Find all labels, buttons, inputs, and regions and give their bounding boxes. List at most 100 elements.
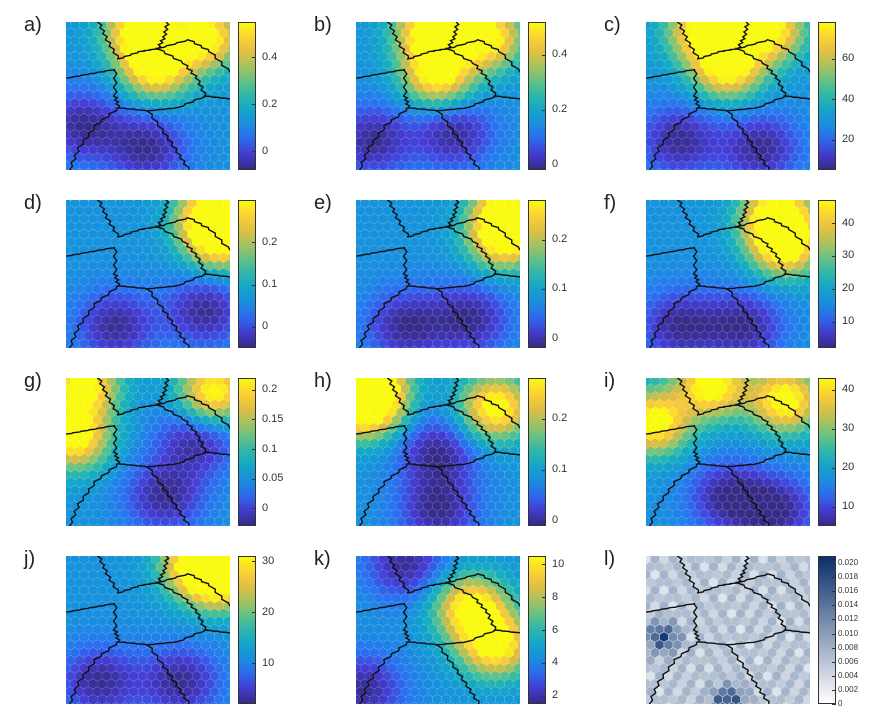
cluster-boundary (696, 47, 787, 97)
colorbar-tick-label: 40 (842, 383, 855, 396)
cluster-boundary (112, 246, 121, 287)
panel-d: d) 0.2 0.1 0 (0, 178, 290, 358)
colorbar-tickmark (832, 321, 836, 323)
hex-cell (219, 701, 228, 704)
colorbar-tickmark (542, 288, 546, 290)
colorbar-tickmark (252, 151, 256, 153)
colorbar-tick-label: 20 (842, 461, 855, 474)
cluster-boundary (358, 107, 408, 170)
hex-cell (709, 523, 718, 526)
hex-cell (781, 523, 790, 526)
cluster-boundary (783, 95, 810, 100)
hex-cell (664, 167, 673, 170)
cluster-boundary (446, 39, 520, 73)
hex-cell (727, 523, 736, 526)
colorbar-tick-label: 40 (842, 216, 855, 229)
hex-cell (745, 345, 754, 348)
som-map (356, 22, 520, 170)
hex-cell (455, 345, 464, 348)
hex-cell (365, 345, 374, 348)
hex-cell (410, 345, 419, 348)
hex-cell (192, 701, 201, 704)
cluster-boundary (493, 95, 520, 100)
hex-cell (509, 701, 518, 704)
hex-cell (446, 523, 455, 526)
cluster-boundary (356, 602, 406, 613)
hex-cell (718, 523, 727, 526)
hex-cell (500, 701, 509, 704)
colorbar-tick-label: 0.2 (552, 412, 568, 425)
hex-cell (75, 345, 84, 348)
cluster-boundary (406, 581, 497, 631)
hex-cell (808, 169, 810, 170)
hex-cell (102, 167, 111, 170)
hex-cell (428, 167, 437, 170)
hex-cell (165, 167, 174, 170)
hex-cell (682, 345, 691, 348)
cluster-boundary (356, 68, 406, 79)
cluster-boundary (116, 451, 206, 468)
cluster-boundary (146, 110, 190, 170)
hex-cell (491, 167, 500, 170)
panel-a: a) 0.4 0.2 0 (0, 0, 290, 180)
cluster-boundary (783, 451, 810, 456)
cluster-boundary (116, 629, 206, 646)
hex-cell (219, 345, 228, 348)
cluster-boundary (406, 225, 497, 275)
hex-cell (138, 167, 147, 170)
panel-e: e) 0.2 0.1 0 (290, 178, 580, 358)
hex-cell (174, 523, 183, 526)
som-map (66, 200, 230, 348)
cluster-boundary (66, 424, 116, 435)
colorbar-tick-label: 0 (262, 501, 269, 514)
hex-cell (156, 701, 165, 704)
cluster-boundary (726, 466, 770, 526)
colorbar-tick-label: 20 (842, 282, 855, 295)
hex-cell (138, 345, 147, 348)
hex-cell (93, 345, 102, 348)
colorbar-tickmark (252, 663, 256, 665)
hex-cell (228, 347, 230, 348)
colorbar-tick-label: 8 (552, 590, 559, 603)
hex-grid (356, 556, 520, 704)
colorbar-tickmark (832, 99, 836, 100)
colorbar-tickmark (832, 223, 836, 224)
cluster-boundary (156, 217, 230, 251)
cluster-boundary (646, 68, 696, 79)
colorbar-tickmark (832, 506, 836, 508)
colorbar-tick-label: 0 (552, 514, 559, 527)
hex-cell (419, 701, 428, 704)
hex-cell (210, 167, 219, 170)
hex-cell (84, 167, 93, 170)
som-map (646, 22, 810, 170)
hex-cell (664, 345, 673, 348)
hex-cell (709, 167, 718, 170)
hex-cell (464, 345, 473, 348)
cluster-boundary (436, 466, 480, 526)
hex-cell (419, 167, 428, 170)
colorbar-tick-label: 0.4 (552, 48, 568, 61)
cluster-boundary (446, 217, 520, 251)
cluster-boundary (156, 39, 230, 73)
cluster-boundary (402, 424, 411, 465)
hex-cell (84, 345, 93, 348)
colorbar-tickmark (252, 478, 256, 480)
cluster-boundary (696, 95, 786, 112)
cluster-boundary (696, 225, 787, 275)
panel-c: c) 60 40 20 (580, 0, 870, 180)
hex-cell (446, 701, 455, 704)
hex-cell (383, 167, 392, 170)
colorbar-tick-label: 2 (552, 689, 559, 702)
hex-cell (165, 345, 174, 348)
colorbar-tickmark (542, 54, 546, 56)
cluster-boundary (406, 95, 496, 112)
hex-cell (201, 523, 210, 526)
cluster-boundary (783, 273, 810, 278)
cluster-boundary (203, 95, 230, 100)
colorbar-tickmark (252, 419, 256, 421)
panel-label: c) (604, 14, 621, 36)
colorbar (238, 200, 256, 348)
hex-cell (129, 345, 138, 348)
cluster-boundary (406, 47, 497, 97)
